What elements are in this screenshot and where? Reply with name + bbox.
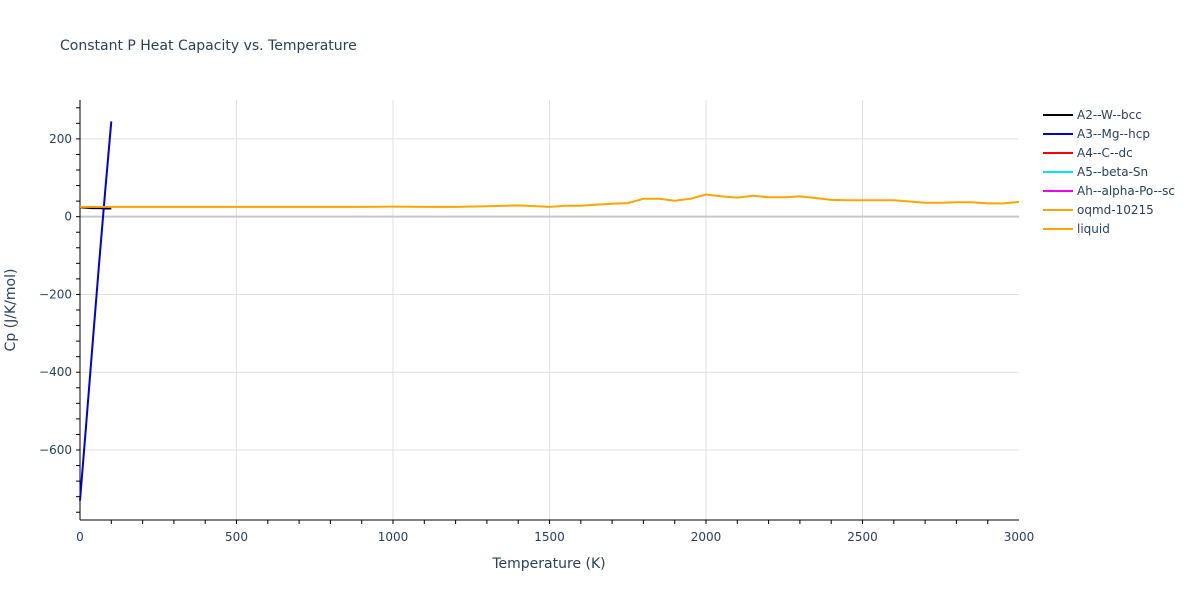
legend-label: Ah--alpha-Po--sc bbox=[1077, 184, 1175, 198]
y-tick-label: −400 bbox=[39, 365, 72, 379]
series-line-a3-mg-hcp bbox=[79, 121, 113, 501]
chart-title: Constant P Heat Capacity vs. Temperature bbox=[60, 38, 357, 54]
legend-item[interactable]: A3--Mg--hcp bbox=[1043, 127, 1150, 141]
plot-area bbox=[79, 121, 1020, 501]
x-tick-label: 1000 bbox=[378, 530, 409, 544]
legend-label: oqmd-10215 bbox=[1077, 203, 1154, 217]
x-tick-label: 500 bbox=[225, 530, 248, 544]
legend-item[interactable]: oqmd-10215 bbox=[1043, 203, 1154, 217]
x-tick-label: 1500 bbox=[534, 530, 565, 544]
y-tick-label: 0 bbox=[64, 210, 72, 224]
y-tick-label: 200 bbox=[49, 132, 72, 146]
y-axis-label: Cp (J/K/mol) bbox=[3, 269, 19, 352]
legend-label: liquid bbox=[1077, 222, 1110, 236]
legend-label: A4--C--dc bbox=[1077, 146, 1133, 160]
legend-item[interactable]: A4--C--dc bbox=[1043, 146, 1133, 160]
x-tick-label: 2500 bbox=[847, 530, 878, 544]
legend[interactable]: A2--W--bcc A3--Mg--hcp A4--C--dc A5--beta-S… bbox=[1043, 108, 1175, 236]
grid bbox=[80, 100, 1019, 520]
y-tick-label: −200 bbox=[39, 287, 72, 301]
legend-item[interactable]: A2--W--bcc bbox=[1043, 108, 1142, 122]
legend-label: A3--Mg--hcp bbox=[1077, 127, 1150, 141]
x-axis-label: Temperature (K) bbox=[491, 556, 605, 572]
legend-item[interactable]: liquid bbox=[1043, 222, 1110, 236]
series-line-liquid bbox=[80, 193, 1020, 208]
legend-label: A2--W--bcc bbox=[1077, 108, 1142, 122]
axes: 0 500 1000 1500 2000 2500 3000 −600 −400 −200 0 200 bbox=[39, 100, 1034, 544]
y-tick-label: −600 bbox=[39, 443, 72, 457]
legend-label: A5--beta-Sn bbox=[1077, 165, 1148, 179]
x-tick-label: 2000 bbox=[691, 530, 722, 544]
x-tick-label: 0 bbox=[76, 530, 84, 544]
legend-item[interactable]: A5--beta-Sn bbox=[1043, 165, 1148, 179]
x-tick-label: 3000 bbox=[1004, 530, 1035, 544]
legend-item[interactable]: Ah--alpha-Po--sc bbox=[1043, 184, 1175, 198]
